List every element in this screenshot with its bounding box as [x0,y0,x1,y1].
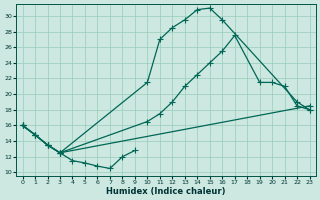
X-axis label: Humidex (Indice chaleur): Humidex (Indice chaleur) [106,187,226,196]
